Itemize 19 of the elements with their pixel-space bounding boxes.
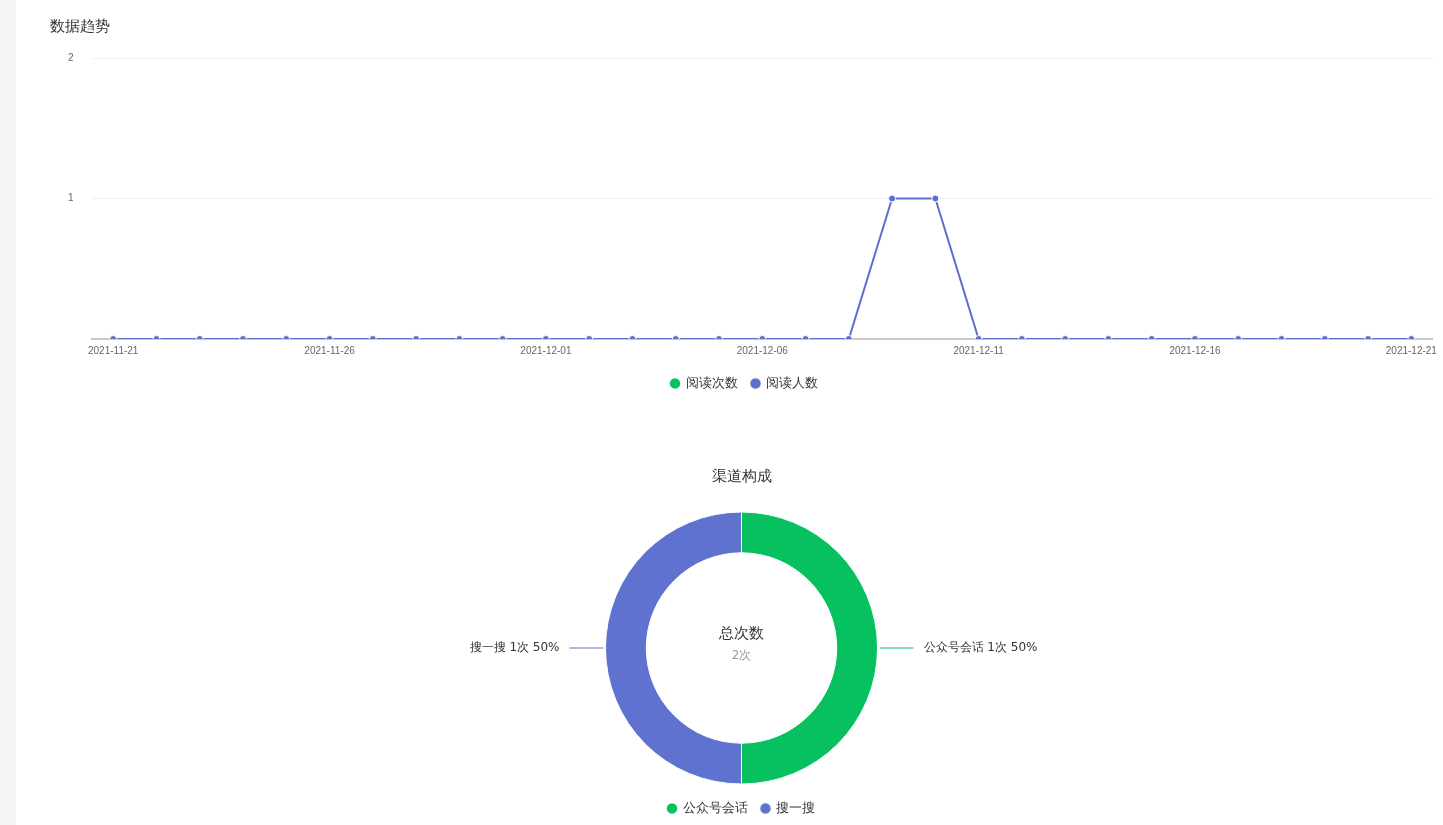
x-tick-label: 2021-11-26	[304, 344, 356, 356]
data-label: 公众号会话 1次 50%	[923, 640, 1038, 655]
text: 总次数	[718, 623, 764, 642]
text: 2次	[731, 648, 752, 663]
x-tick-label: 2021-12-16	[1169, 344, 1221, 356]
legend-label: 阅读人数	[766, 374, 818, 390]
legend-label: 阅读次数	[685, 374, 738, 390]
y-tick-label: 1	[68, 192, 74, 204]
y-tick-label: 2	[68, 51, 74, 63]
chart-title: 数据趋势	[50, 16, 110, 35]
x-tick-label: 2021-12-01	[520, 344, 572, 356]
x-tick-label: 2021-12-11	[953, 344, 1005, 356]
legend-label: 搜一搜	[776, 799, 815, 815]
legend-label: 公众号会话	[682, 799, 748, 815]
data-label: 搜一搜 1次 50%	[469, 640, 560, 655]
x-tick-label: 2021-11-21	[87, 344, 139, 356]
chart-title: 渠道构成	[711, 466, 772, 485]
x-tick-label: 2021-12-21	[1385, 344, 1438, 356]
x-tick-label: 2021-12-06	[736, 344, 789, 356]
